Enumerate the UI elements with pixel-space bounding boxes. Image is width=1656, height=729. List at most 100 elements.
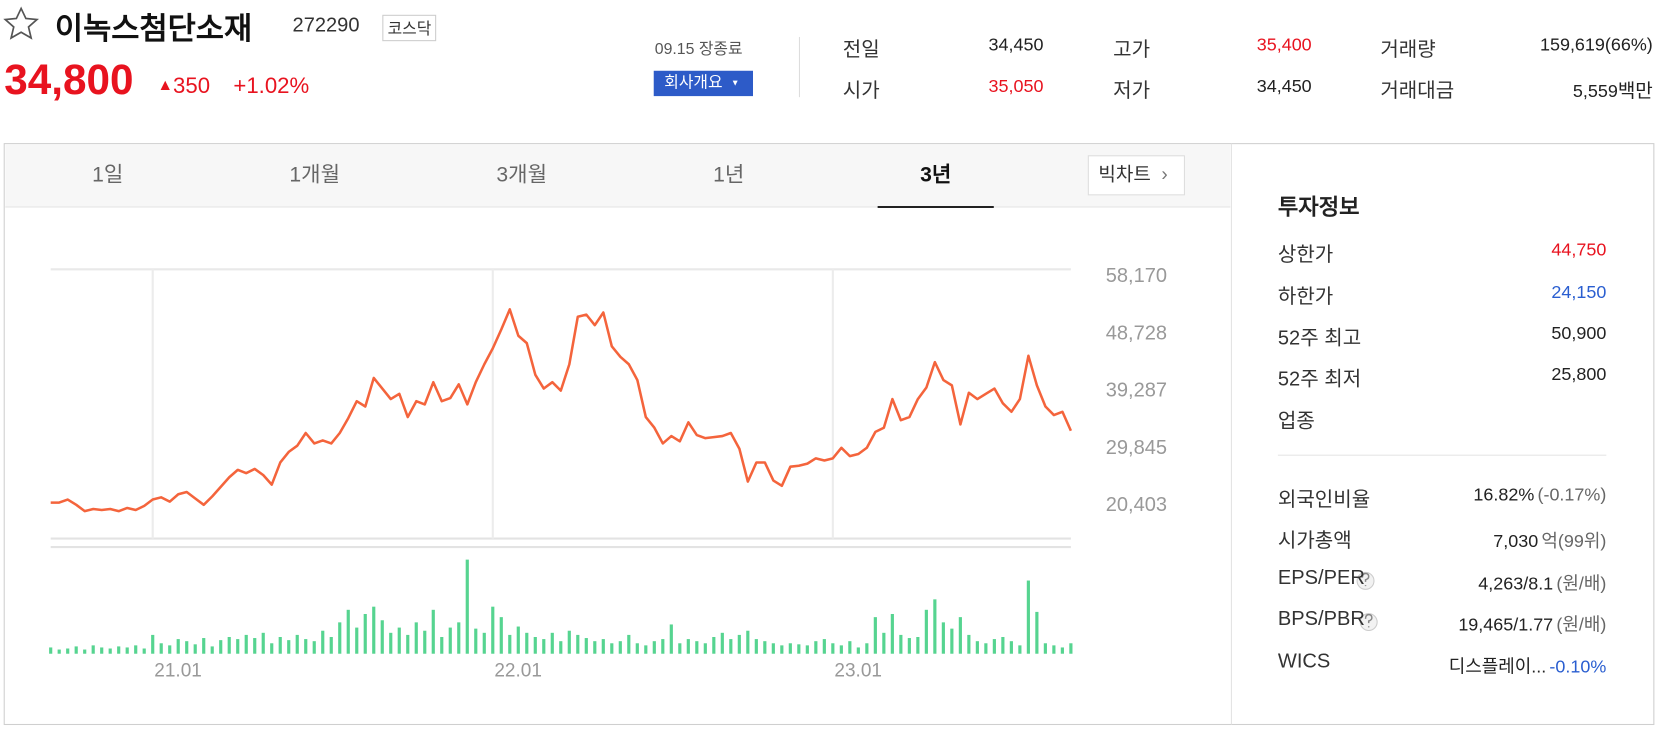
quote-value: 5,559백만: [1573, 76, 1653, 103]
volume-bar: [899, 634, 903, 654]
volume-bar: [261, 632, 265, 654]
quote-value-text: 34,450: [1256, 76, 1312, 97]
volume-bar: [270, 643, 274, 654]
volume-bar: [720, 632, 724, 654]
volume-bar: [499, 617, 503, 654]
volume-bar: [542, 639, 546, 654]
quote-label: 거래대금: [1380, 80, 1455, 103]
dropdown-caret: ▼: [731, 78, 740, 88]
x-tick-label: 21.01: [154, 661, 202, 682]
help-glyph: [1361, 572, 1370, 587]
tab[interactable]: 1일: [92, 163, 124, 187]
volume-bar: [159, 643, 163, 654]
info-value: 50,900: [1551, 323, 1607, 344]
volume-bar: [236, 639, 240, 654]
volume-bar: [457, 622, 461, 654]
volume-bar: [567, 630, 571, 654]
company-button[interactable]: 회사개요 ▼: [653, 70, 753, 97]
volume-bar: [414, 622, 418, 654]
favorite-star[interactable]: [3, 6, 39, 40]
y-tick-label: 58,170: [1106, 265, 1167, 287]
volume-bar: [372, 606, 376, 654]
volume-bar: [661, 639, 665, 654]
volume-bar: [431, 609, 435, 654]
volume-bar: [108, 648, 112, 654]
volume-bar: [763, 641, 767, 654]
tab[interactable]: 1년: [713, 163, 745, 187]
volume-bar: [576, 634, 580, 654]
volume-bar: [533, 636, 537, 654]
volume-bar: [151, 634, 155, 654]
volume-bar: [1026, 580, 1030, 654]
info-value: 7,030 억(99위): [1493, 526, 1606, 552]
volume-bar: [1052, 645, 1056, 654]
big-chart-label: 빅차트: [1098, 163, 1151, 185]
change: ▲350: [157, 74, 210, 99]
volume-bar: [550, 632, 554, 654]
volume-bar: [1035, 611, 1039, 654]
volume-bar: [975, 641, 979, 654]
volume-bar: [440, 636, 444, 654]
quote-value-text: 34,450: [988, 34, 1044, 55]
volume-bar: [1060, 647, 1064, 654]
volume-bar: [669, 624, 673, 654]
volume-bar: [125, 647, 129, 654]
volume-bar: [992, 639, 996, 654]
volume-bar: [66, 648, 70, 654]
tab[interactable]: 3개월: [496, 163, 548, 187]
volume-bar: [287, 640, 291, 654]
quote-value: 34,450: [1257, 76, 1312, 97]
tab[interactable]: 1개월: [289, 163, 341, 187]
stock-code: 272290: [292, 14, 360, 37]
volume-bar: [746, 630, 750, 654]
quote-value-text: 35,400: [1256, 34, 1312, 55]
info-label: 외국인비율: [1277, 488, 1371, 512]
volume-bar: [593, 641, 597, 654]
info-value-text: 19,465/1.77: [1458, 614, 1554, 635]
volume-bar: [525, 632, 529, 654]
volume-bar: [389, 632, 393, 654]
volume-bar: [491, 606, 495, 654]
volume-bar: [1043, 643, 1047, 654]
volume-bar: [627, 634, 631, 654]
volume-bar: [873, 617, 877, 654]
volume-bar: [380, 620, 384, 654]
volume-bar: [712, 636, 716, 654]
panel-frame: [3, 143, 1655, 726]
volume-bar: [57, 649, 61, 654]
volume-bar: [882, 632, 886, 654]
volume-bar: [865, 643, 869, 654]
volume-bar: [601, 639, 605, 654]
volume-bar: [950, 628, 954, 654]
volume-bar: [227, 636, 231, 654]
big-chart-button[interactable]: 빅차트 ›: [1087, 155, 1185, 196]
volume-bar: [338, 622, 342, 654]
volume-bar: [117, 646, 121, 654]
volume-bar: [329, 636, 333, 654]
quote-label: 전일: [842, 39, 880, 62]
volume-bar: [304, 639, 308, 654]
quote-value-text: 35,050: [988, 76, 1044, 97]
company-button-label: 회사개요: [664, 73, 723, 92]
volume-bar: [933, 599, 937, 654]
volume-bar: [941, 622, 945, 654]
y-tick-label: 48,728: [1106, 322, 1167, 344]
volume-bar: [49, 647, 53, 654]
quote-value: 35,050: [989, 76, 1044, 97]
up-arrow: ▲: [157, 76, 174, 94]
quote-value: 159,619(66%): [1540, 35, 1653, 56]
volume-bar: [253, 638, 257, 654]
volume-bar: [805, 645, 809, 654]
info-note: (원/배): [1556, 573, 1607, 594]
info-value: 디스플레이... -0.10%: [1449, 652, 1607, 678]
volume-bar: [695, 641, 699, 654]
volume-bar: [278, 636, 282, 654]
change-rate: +1.02%: [233, 73, 310, 99]
info-label: 52주 최고: [1277, 327, 1362, 350]
info-label: 업종: [1277, 410, 1315, 434]
tab[interactable]: 3년: [920, 163, 952, 187]
volume-bar: [822, 639, 826, 654]
volume-bar: [831, 643, 835, 654]
volume-bar: [618, 641, 622, 654]
